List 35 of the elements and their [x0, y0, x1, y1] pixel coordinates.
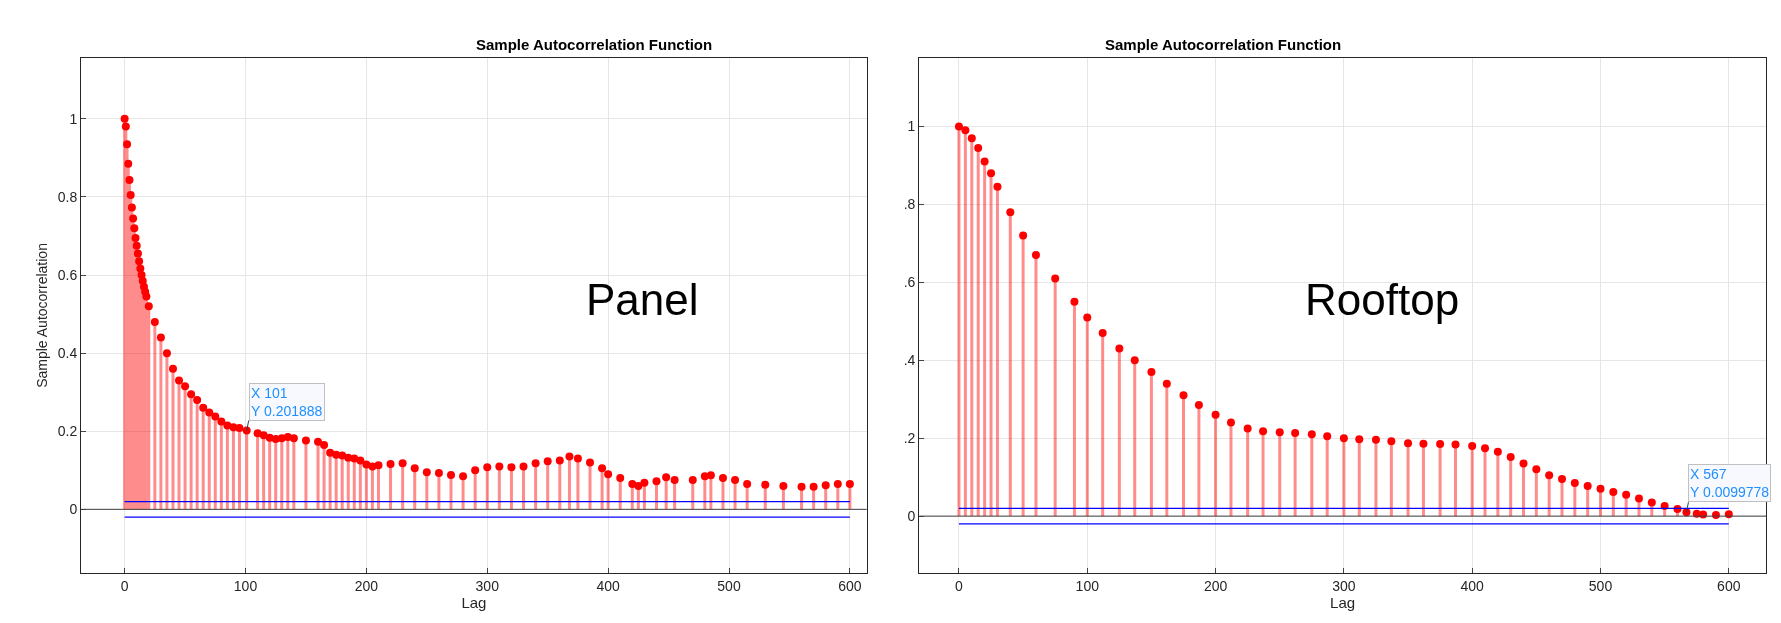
x-tick-label: 300: [1332, 577, 1356, 594]
x-tick-label: 500: [717, 577, 741, 594]
x-tick-label: 100: [233, 577, 258, 594]
chart-title: Sample Autocorrelation Function: [1105, 36, 1342, 53]
x-tick-label: 400: [1460, 577, 1485, 594]
annotation: X 567 Y 0.0099778: [1690, 466, 1770, 501]
x-axis-title: Lag: [461, 593, 487, 611]
x-tick-label: 500: [1588, 577, 1613, 594]
y-tick-label: 0: [907, 508, 916, 525]
x-tick-label: 600: [838, 577, 862, 594]
y-tick-label: 0.4: [57, 345, 78, 362]
x-tick-label: 200: [1203, 577, 1228, 594]
x-tick-label: 400: [596, 577, 621, 594]
annotation: Rooftop: [1305, 275, 1460, 324]
y-tick-label: 0.2: [57, 423, 78, 440]
annotation: Panel: [586, 275, 699, 324]
x-tick-label: 200: [354, 577, 379, 594]
x-tick-label: 600: [1717, 577, 1741, 594]
x-tick-label: 300: [475, 577, 500, 594]
y-tick-label: .2: [903, 430, 916, 447]
y-tick-label: 0.8: [57, 188, 78, 205]
y-tick-label: 1: [69, 110, 78, 127]
y-tick-label: .6: [903, 274, 916, 291]
chart-title: Sample Autocorrelation Function: [476, 36, 713, 53]
y-axis-title: Sample Autocorrelation: [34, 243, 51, 388]
y-tick-label: 0.6: [57, 266, 78, 283]
y-tick-label: .8: [903, 196, 916, 213]
x-tick-label: 0: [955, 577, 964, 594]
y-tick-label: .4: [903, 352, 916, 369]
annotation: X 101 Y 0.201888: [251, 385, 323, 420]
y-tick-label: 0: [69, 501, 78, 518]
x-tick-label: 0: [120, 577, 129, 594]
x-tick-label: 100: [1075, 577, 1100, 594]
y-tick-label: 1: [907, 118, 916, 135]
x-axis-title: Lag: [1330, 593, 1356, 611]
